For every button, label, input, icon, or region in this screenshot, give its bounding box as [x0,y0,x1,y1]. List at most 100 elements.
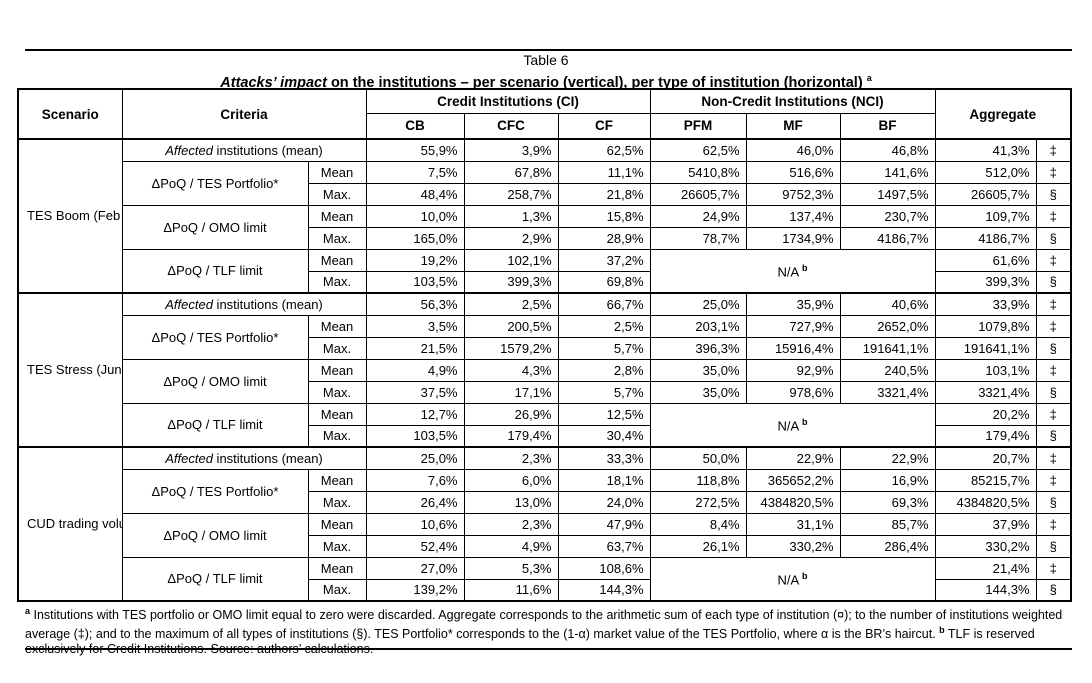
value-cell: 4384820,5% [745,490,841,514]
value-cell: 66,7% [557,292,651,316]
table-row: Max. 37,5% 17,1% 5,7% 35,0% 978,6% 3321,… [18,380,1072,404]
aggregate-cell: 512,0% [934,160,1037,184]
table-row: ΔPoQ / TES Portfolio* Mean 7,6% 6,0% 18,… [18,468,1072,514]
value-cell: 396,3% [649,336,747,360]
footnote-text-1: Institutions with TES portfolio or OMO l… [25,608,1063,641]
value-cell: 26,9% [463,402,559,426]
aggregate-cell: 330,2% [934,534,1037,558]
value-cell: 10,0% [365,204,465,228]
group-header-nci: Non-Credit Institutions (NCI) [649,88,936,114]
value-cell: 30,4% [557,424,651,448]
stat-label-cell: Max. [307,534,367,558]
value-cell: 144,3% [557,578,651,602]
value-cell: 203,1% [649,314,747,338]
value-cell: 2,5% [463,292,559,316]
value-cell: 12,5% [557,402,651,426]
value-cell: 16,9% [839,468,936,492]
header-row-1: Scenario Criteria Credit Institutions (C… [17,88,1072,140]
value-cell: 2,8% [557,358,651,382]
symbol-cell: ‡ [1035,138,1072,162]
symbol-cell: § [1035,490,1072,514]
aggregate-cell: 21,4% [934,556,1037,580]
stat-label-cell: Max. [307,336,367,360]
value-cell: 103,5% [365,424,465,448]
value-cell: 25,0% [365,446,465,470]
stat-label-cell: Mean [307,468,367,492]
footnote-marker-b: b [939,624,945,635]
aggregate-cell: 4186,7% [934,226,1037,250]
footnote-marker-b: b [802,570,808,581]
aggregate-cell: 20,2% [934,402,1037,426]
na-label: N/A [777,571,803,587]
value-cell: 3,5% [365,314,465,338]
criteria-cell-tlf: ΔPoQ / TLF limit [121,556,309,602]
table-row: ΔPoQ / OMO limit Mean 4,9% 4,3% 2,8% 35,… [18,358,1072,404]
value-cell: 18,1% [557,468,651,492]
value-cell: 69,8% [557,270,651,294]
stat-label-cell: Max. [307,270,367,294]
value-cell: 37,2% [557,248,651,272]
symbol-cell: § [1035,270,1072,294]
value-cell: 67,8% [463,160,559,184]
na-cell: N/A b [649,556,936,602]
value-cell: 240,5% [839,358,936,382]
value-cell: 2,9% [463,226,559,250]
symbol-cell: ‡ [1035,204,1072,228]
stat-label-cell: Mean [307,204,367,228]
value-cell: 1,3% [463,204,559,228]
symbol-cell: ‡ [1035,314,1072,338]
value-cell: 24,0% [557,490,651,514]
value-cell: 2,3% [463,446,559,470]
criteria-cell-tes: ΔPoQ / TES Portfolio* [121,314,309,360]
value-cell: 330,2% [745,534,841,558]
value-cell: 365652,2% [745,468,841,492]
symbol-cell: § [1035,182,1072,206]
col-header-pfm: PFM [649,112,747,140]
symbol-cell: ‡ [1035,160,1072,184]
stat-label-cell: Max. [307,424,367,448]
table-row: Max. 103,5% 399,3% 69,8% 399,3% § [18,270,1072,294]
table-title-italic: Attacks’ impact [220,74,327,91]
symbol-cell: ‡ [1035,468,1072,492]
value-cell: 35,9% [745,292,841,316]
aggregate-cell: 61,6% [934,248,1037,272]
col-header-aggregate: Aggregate [934,88,1072,140]
scenario-cell: TES Stress (June 2006) [17,292,123,448]
table-row: Max. 52,4% 4,9% 63,7% 26,1% 330,2% 286,4… [18,534,1072,558]
value-cell: 5,7% [557,336,651,360]
value-cell: 7,6% [365,468,465,492]
value-cell: 56,3% [365,292,465,316]
value-cell: 1734,9% [745,226,841,250]
value-cell: 52,4% [365,534,465,558]
impact-table: Scenario Criteria Credit Institutions (C… [17,88,1073,602]
value-cell: 26,4% [365,490,465,514]
table-row: Max. 139,2% 11,6% 144,3% 144,3% § [18,578,1072,602]
affected-rest: institutions (mean) [212,296,323,312]
stat-label-cell: Max. [307,380,367,404]
table-row: ΔPoQ / TLF limit Mean 12,7% 26,9% 12,5% … [18,402,1072,448]
value-cell: 17,1% [463,380,559,404]
symbol-cell: ‡ [1035,402,1072,426]
value-cell: 26,1% [649,534,747,558]
stat-label-cell: Mean [307,248,367,272]
table-row: ΔPoQ / TLF limit Mean 27,0% 5,3% 108,6% … [18,556,1072,602]
value-cell: 62,5% [557,138,651,162]
footnote-marker-b: b [802,262,808,273]
symbol-cell: ‡ [1035,358,1072,382]
table-row: Max. 48,4% 258,7% 21,8% 26605,7% 9752,3%… [18,182,1072,206]
value-cell: 5410,8% [649,160,747,184]
stat-label-cell: Mean [307,314,367,338]
table-row: ΔPoQ / TES Portfolio* Mean 7,5% 67,8% 11… [18,160,1072,206]
value-cell: 399,3% [463,270,559,294]
na-cell: N/A b [649,248,936,294]
affected-italic: Affected [165,142,213,158]
aggregate-cell: 1079,8% [934,314,1037,338]
stat-label-cell: Max. [307,578,367,602]
value-cell: 118,8% [649,468,747,492]
stat-label-cell: Mean [307,160,367,184]
value-cell: 108,6% [557,556,651,580]
criteria-cell-affected: Affected institutions (mean) [121,138,367,162]
criteria-cell-tes: ΔPoQ / TES Portfolio* [121,468,309,514]
aggregate-cell: 20,7% [934,446,1037,470]
value-cell: 2,5% [557,314,651,338]
